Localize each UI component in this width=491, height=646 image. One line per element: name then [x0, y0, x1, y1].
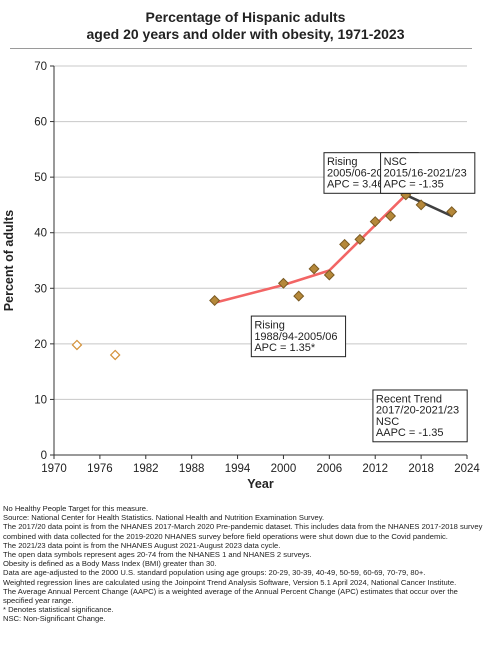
y-tick-label: 10 [34, 394, 47, 406]
annotation-text: AAPC = -1.35 [376, 427, 444, 439]
footnote: Weighted regression lines are calculated… [3, 577, 457, 587]
footnote: Data are age-adjusted to the 2000 U.S. s… [3, 568, 426, 578]
data-point [415, 199, 427, 211]
y-tick-label: 60 [34, 117, 47, 129]
footnotes: No Healthy People Target for this measur… [3, 504, 488, 624]
open-data-point [109, 349, 121, 361]
chart-title-line-2: aged 20 years and older with obesity, 19… [86, 26, 405, 42]
data-point [293, 290, 305, 302]
annotation-box [380, 152, 476, 194]
data-point [308, 263, 320, 275]
y-tick-label: 0 [41, 450, 47, 462]
y-tick-label: 50 [34, 172, 47, 184]
data-point [209, 295, 221, 307]
data-point [277, 277, 289, 289]
x-tick-label: 1970 [41, 463, 67, 475]
nsc-trend-line [404, 193, 454, 218]
annotation-text: APC = -1.35 [384, 179, 444, 191]
x-tick-label: 2018 [408, 463, 434, 475]
annotation-text: 1988/94-2005/06 [254, 331, 337, 343]
annotation-text: NSC [376, 416, 399, 428]
annotation-box [250, 315, 347, 358]
data-point [354, 233, 366, 245]
footnote: The 2017/20 data point is from the NHANE… [3, 522, 483, 541]
y-tick-label: 40 [34, 228, 47, 240]
chart-plot: 0 10 20 30 40 50 60 70 1970 1976 1982 1988 1994 2000 2… [2, 61, 480, 491]
x-tick-label: 2012 [362, 463, 388, 475]
footnote: NSC: Non-Significant Change. [3, 614, 106, 624]
x-tick-label: 2024 [454, 463, 480, 475]
y-axis-title: Percent of adults [2, 210, 16, 311]
rising-trend-line [327, 193, 408, 272]
y-tick-label: 70 [34, 61, 47, 73]
annotation-text: Rising [254, 320, 285, 332]
title-divider [10, 48, 472, 49]
footnote: Obesity is defined as a Body Mass Index … [3, 559, 217, 569]
x-tick-label: 1994 [225, 463, 251, 475]
y-tick-label: 30 [34, 283, 47, 295]
annotation-text: Rising [327, 156, 358, 168]
chart-title: Percentage of Hispanic adults aged 20 ye… [0, 9, 491, 43]
data-point [446, 206, 458, 218]
data-point [339, 238, 351, 250]
footnote: The 2021/23 data point is from the NHANE… [3, 540, 281, 550]
footnote: * Denotes statistical significance. [3, 605, 114, 615]
annotation-box [372, 389, 468, 443]
x-tick-label: 2000 [271, 463, 297, 475]
x-tick-label: 1976 [87, 463, 113, 475]
footnote: No Healthy People Target for this measur… [3, 504, 149, 513]
annotation-text: APC = 1.35* [254, 342, 316, 354]
annotation-text: Recent Trend [376, 393, 442, 405]
open-data-point [71, 339, 83, 351]
annotation-text: 2017/20-2021/23 [376, 405, 459, 417]
x-tick-label: 2006 [317, 463, 343, 475]
data-point [385, 210, 397, 222]
rising-trend-line [213, 269, 331, 305]
y-tick-label: 20 [34, 339, 47, 351]
annotation-text: APC = 3.46* [327, 179, 389, 191]
x-tick-label: 1982 [133, 463, 159, 475]
footnote: Source: National Center for Health Stati… [3, 513, 325, 523]
data-point [369, 216, 381, 228]
x-axis-title: Year [247, 477, 274, 491]
annotation-text: NSC [384, 156, 407, 168]
footnote: The open data symbols represent ages 20-… [3, 550, 312, 560]
chart-title-line-1: Percentage of Hispanic adults [145, 9, 346, 25]
annotation-text: 2015/16-2021/23 [384, 167, 467, 179]
x-tick-label: 1988 [179, 463, 205, 475]
data-point [323, 269, 335, 281]
footnote: The Average Annual Percent Change (AAPC)… [3, 586, 458, 606]
